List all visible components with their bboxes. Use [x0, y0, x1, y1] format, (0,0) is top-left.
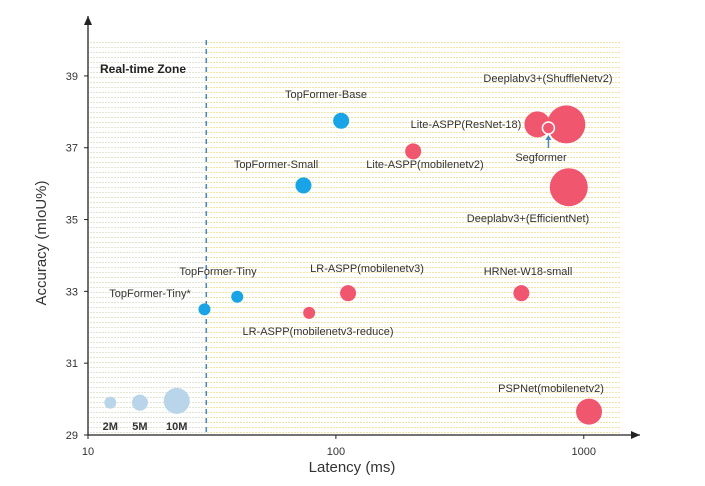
x-tick-label: 10 [82, 446, 94, 458]
x-axis-title: Latency (ms) [309, 459, 396, 476]
y-tick-label: 37 [66, 143, 78, 155]
segformer-pointer-head [545, 134, 552, 140]
label-topformer-tiny: TopFormer-Tiny* [109, 288, 191, 300]
legend-label-5m: 5M [132, 421, 147, 433]
real-time-zone-background [88, 40, 207, 435]
x-tick-label: 1000 [572, 446, 596, 458]
x-axis-arrow [631, 431, 640, 439]
label-topformer-small: TopFormer-Small [234, 159, 318, 171]
legend-label-2m: 2M [103, 421, 118, 433]
bubble-lite-aspp-mobilenetv2 [405, 143, 422, 160]
non-real-time-background [206, 40, 620, 435]
bubble-hrnet-w18-small [513, 285, 530, 302]
label-deeplabv3-shufflenetv2: Deeplabv3+(ShuffleNetv2) [483, 73, 612, 85]
y-axis-title: Accuracy (mIoU%) [33, 180, 50, 305]
label-topformer-tiny: TopFormer-Tiny [179, 266, 257, 278]
legend-bubble-2m [104, 396, 117, 409]
bubble-lr-aspp-mobilenetv3 [340, 285, 357, 302]
tick-labels: 10 100 1000 29 31 33 35 37 39 [66, 71, 596, 458]
y-tick-label: 35 [66, 215, 78, 227]
size-legend: 2M 5M 10M [103, 387, 190, 433]
label-pspnet-mobilenetv2: PSPNet(mobilenetv2) [498, 383, 604, 395]
label-hrnet-w18-small: HRNet-W18-small [484, 266, 573, 278]
bubble-deeplabv3-shufflenetv2 [547, 105, 586, 144]
axes [84, 16, 640, 439]
label-segformer: Segformer [515, 152, 567, 164]
bubble-pspnet-mobilenetv2 [576, 398, 603, 425]
label-lr-aspp-mobilenetv3-reduce: LR-ASPP(mobilenetv3-reduce) [242, 326, 393, 338]
y-tick-label: 31 [66, 358, 78, 370]
legend-bubble-10m [163, 387, 190, 414]
bubble-topformer-tiny [198, 303, 211, 316]
real-time-zone-label: Real-time Zone [100, 62, 186, 76]
bubble-segformer [541, 121, 556, 135]
point-labels: TopFormer-Base TopFormer-Small TopFormer-T… [109, 73, 612, 395]
label-lite-aspp-resnet-18: Lite-ASPP(ResNet-18) [411, 119, 522, 131]
label-lr-aspp-mobilenetv3: LR-ASPP(mobilenetv3) [310, 263, 424, 275]
bubble-topformer-small [295, 177, 312, 194]
bubble-topformer-base [333, 112, 350, 129]
bubble-topformer-tiny [231, 290, 244, 303]
y-axis-arrow [84, 16, 92, 25]
y-tick-label: 33 [66, 286, 78, 298]
y-tick-label: 39 [66, 71, 78, 83]
label-lite-aspp-mobilenetv2: Lite-ASPP(mobilenetv2) [366, 159, 483, 171]
bubble-lr-aspp-mobilenetv3-reduce [303, 306, 316, 319]
legend-bubble-5m [131, 394, 148, 411]
bubble-deeplabv3-efficientnet [549, 168, 588, 207]
x-tick-label: 100 [327, 446, 345, 458]
legend-label-10m: 10M [166, 421, 187, 433]
data-bubbles [198, 105, 603, 425]
y-tick-label: 29 [66, 430, 78, 442]
label-topformer-base: TopFormer-Base [285, 89, 367, 101]
label-deeplabv3-efficientnet: Deeplabv3+(EfficientNet) [467, 213, 589, 225]
